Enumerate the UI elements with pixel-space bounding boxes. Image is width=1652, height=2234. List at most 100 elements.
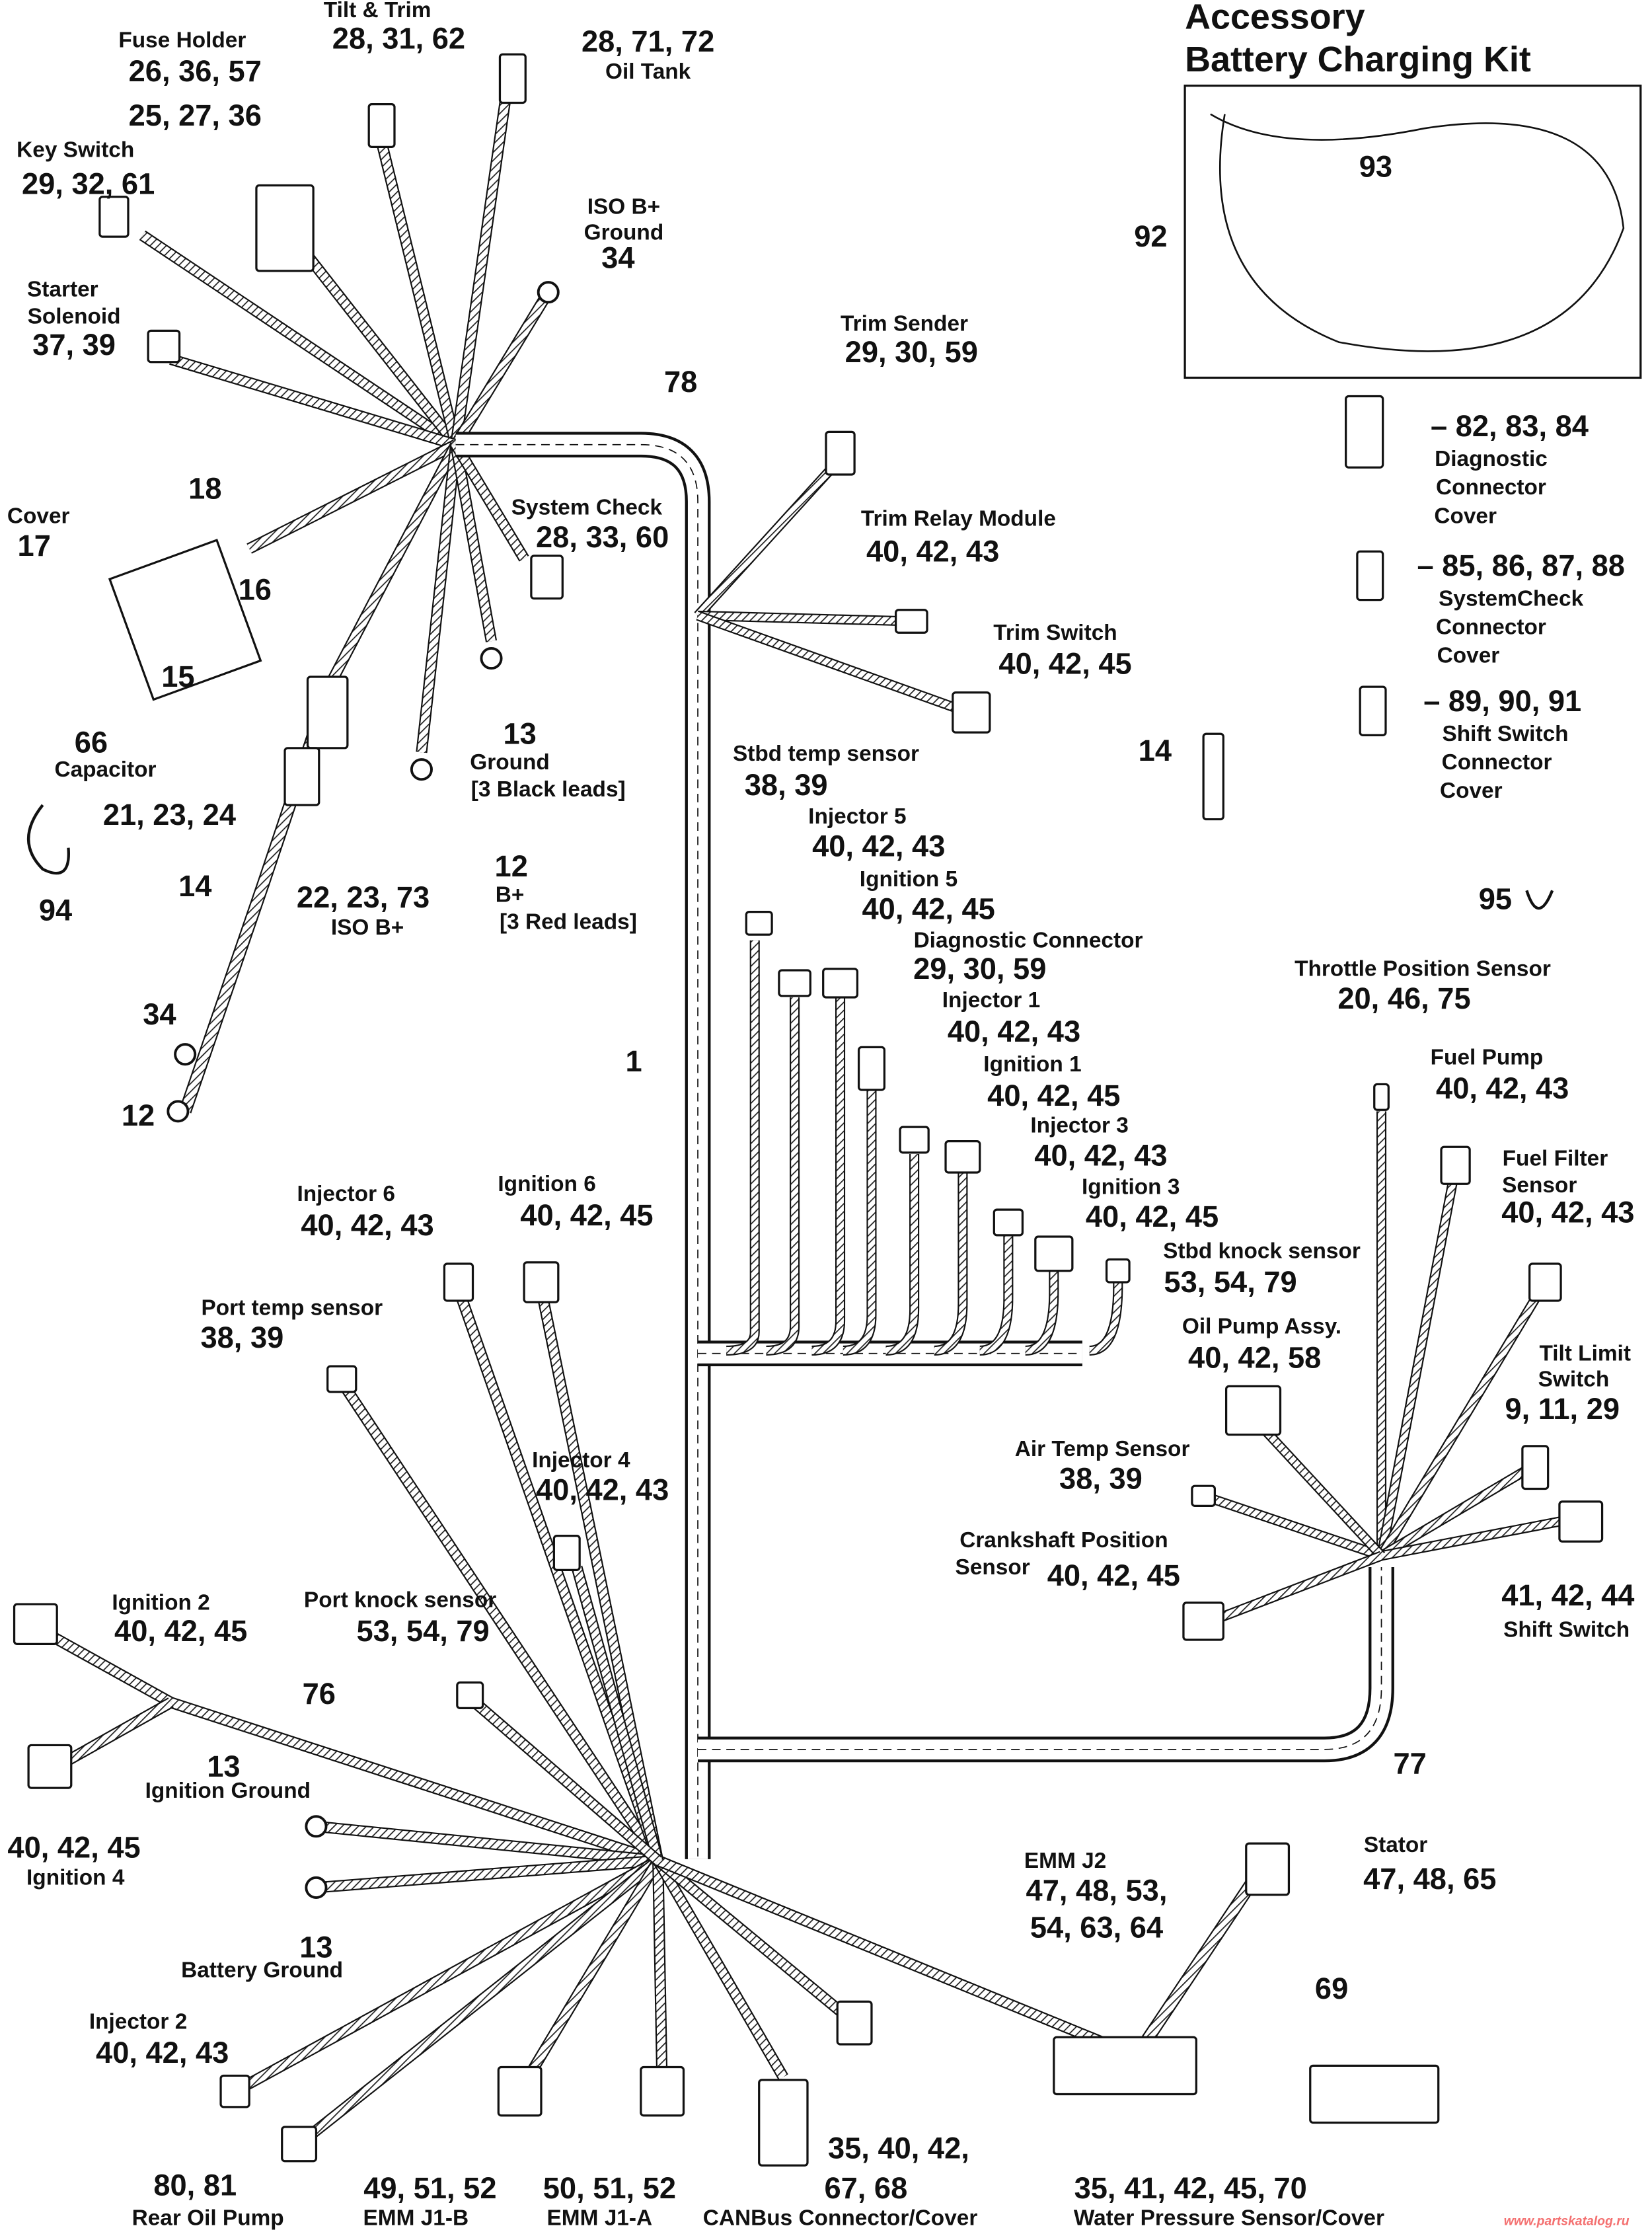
wire-braid xyxy=(843,1083,876,1354)
wire-braid xyxy=(452,442,528,561)
callout-label: Ignition 5 xyxy=(860,867,957,892)
callout: 15 xyxy=(161,660,194,693)
part-numbers: 34 xyxy=(601,241,634,275)
connector xyxy=(1309,2064,1440,2124)
callout: 14 xyxy=(1139,734,1172,767)
connector xyxy=(825,430,856,476)
part-numbers: 94 xyxy=(39,894,72,927)
callout: 69 xyxy=(1315,1972,1348,2005)
connector xyxy=(952,691,991,734)
part-numbers: 40, 42, 43 xyxy=(1436,1071,1569,1105)
wire-braid xyxy=(766,997,798,1354)
part-numbers: 9, 11, 29 xyxy=(1505,1392,1620,1426)
callout-label: Cover xyxy=(1440,779,1503,803)
callout-label: Trim Relay Module xyxy=(861,507,1056,531)
part-numbers: 12 xyxy=(122,1098,155,1132)
connector xyxy=(1224,1385,1282,1436)
wire-braid xyxy=(572,1566,662,1862)
callout: – 82, 83, 84 Diagnostic Connector Cover xyxy=(1431,409,1589,528)
part-numbers: 53, 54, 79 xyxy=(356,1614,489,1648)
wire-braid xyxy=(1380,1518,1560,1560)
ring-terminal-icon xyxy=(410,758,433,781)
part-numbers: 40, 42, 43 xyxy=(1034,1138,1167,1172)
part-numbers: 40, 42, 43 xyxy=(866,534,999,568)
callout: Ignition 140, 42, 45 xyxy=(983,1052,1120,1112)
ring-terminal-icon xyxy=(174,1043,197,1066)
callout-label: [3 Black leads] xyxy=(471,777,626,802)
callout-label: Tilt Limit xyxy=(1539,1342,1631,1366)
part-numbers: 40, 42, 43 xyxy=(812,829,945,863)
part-numbers: 26, 36, 57 xyxy=(129,54,262,88)
connector xyxy=(1245,1842,1291,1896)
callout-label: EMM J2 xyxy=(1024,1849,1106,1873)
callout-label: Injector 4 xyxy=(532,1448,630,1473)
connector xyxy=(326,1365,357,1393)
connector xyxy=(1202,732,1224,821)
callout-label: Crankshaft Position xyxy=(959,1528,1168,1553)
callout-label: Shift Switch xyxy=(1503,1618,1630,1642)
connector xyxy=(822,968,859,999)
connector xyxy=(98,196,130,238)
wire-braid xyxy=(697,611,912,625)
part-numbers: 77 xyxy=(1393,1747,1426,1781)
part-numbers: 29, 30, 59 xyxy=(913,952,1046,985)
wire-braid xyxy=(451,443,496,642)
callout: Ignition 540, 42, 45 xyxy=(860,867,995,926)
connector xyxy=(778,969,811,997)
wire-braid xyxy=(55,1699,173,1771)
callout: Injector 440, 42, 43 xyxy=(532,1448,669,1507)
connector xyxy=(498,53,527,104)
connector xyxy=(456,1681,484,1710)
callout: 94 xyxy=(39,894,72,927)
wire-braid xyxy=(1379,1464,1533,1559)
part-numbers: 38, 39 xyxy=(745,768,828,802)
connector xyxy=(758,2079,809,2167)
wire-braid xyxy=(885,1154,919,1354)
callout-label: Ground xyxy=(470,750,550,775)
connector xyxy=(745,911,773,936)
part-numbers: 41, 42, 44 xyxy=(1501,1578,1634,1612)
part-numbers: 40, 42, 43 xyxy=(948,1015,1080,1048)
part-numbers: 69 xyxy=(1315,1972,1348,2005)
wire-braid xyxy=(452,289,552,447)
callout: Injector 640, 42, 43 xyxy=(297,1182,433,1242)
part-numbers: 40, 42, 43 xyxy=(1501,1195,1634,1229)
callout-label: Rear Oil Pump xyxy=(132,2206,284,2231)
connector xyxy=(640,2065,685,2117)
wire-braid xyxy=(467,1695,661,1864)
part-numbers: 15 xyxy=(161,660,194,693)
connector xyxy=(552,1535,581,1571)
wire-braid xyxy=(696,612,970,716)
callout: 12B+ [3 Red leads] xyxy=(495,849,637,935)
connector xyxy=(1053,2036,1197,2096)
connector xyxy=(147,329,181,364)
connector xyxy=(1034,1235,1074,1272)
wire-braid xyxy=(169,355,457,449)
connector xyxy=(1558,1500,1604,1543)
callout: 25, 27, 36 xyxy=(129,98,262,132)
wire-braid xyxy=(1202,1492,1383,1559)
callout-label: Ignition 4 xyxy=(26,1866,125,1890)
callout-label: Stbd temp sensor xyxy=(733,742,919,766)
part-numbers: 37, 39 xyxy=(32,328,116,362)
callout-label: Ignition 1 xyxy=(983,1052,1081,1077)
wire-braid xyxy=(654,1860,667,2092)
wire-braid xyxy=(338,1379,662,1863)
callout: Injector 140, 42, 43 xyxy=(942,988,1080,1048)
connector xyxy=(255,184,315,272)
part-numbers: 16 xyxy=(239,573,272,607)
callout-label: Fuse Holder xyxy=(118,28,246,52)
callout: 21, 23, 24 xyxy=(103,798,236,831)
